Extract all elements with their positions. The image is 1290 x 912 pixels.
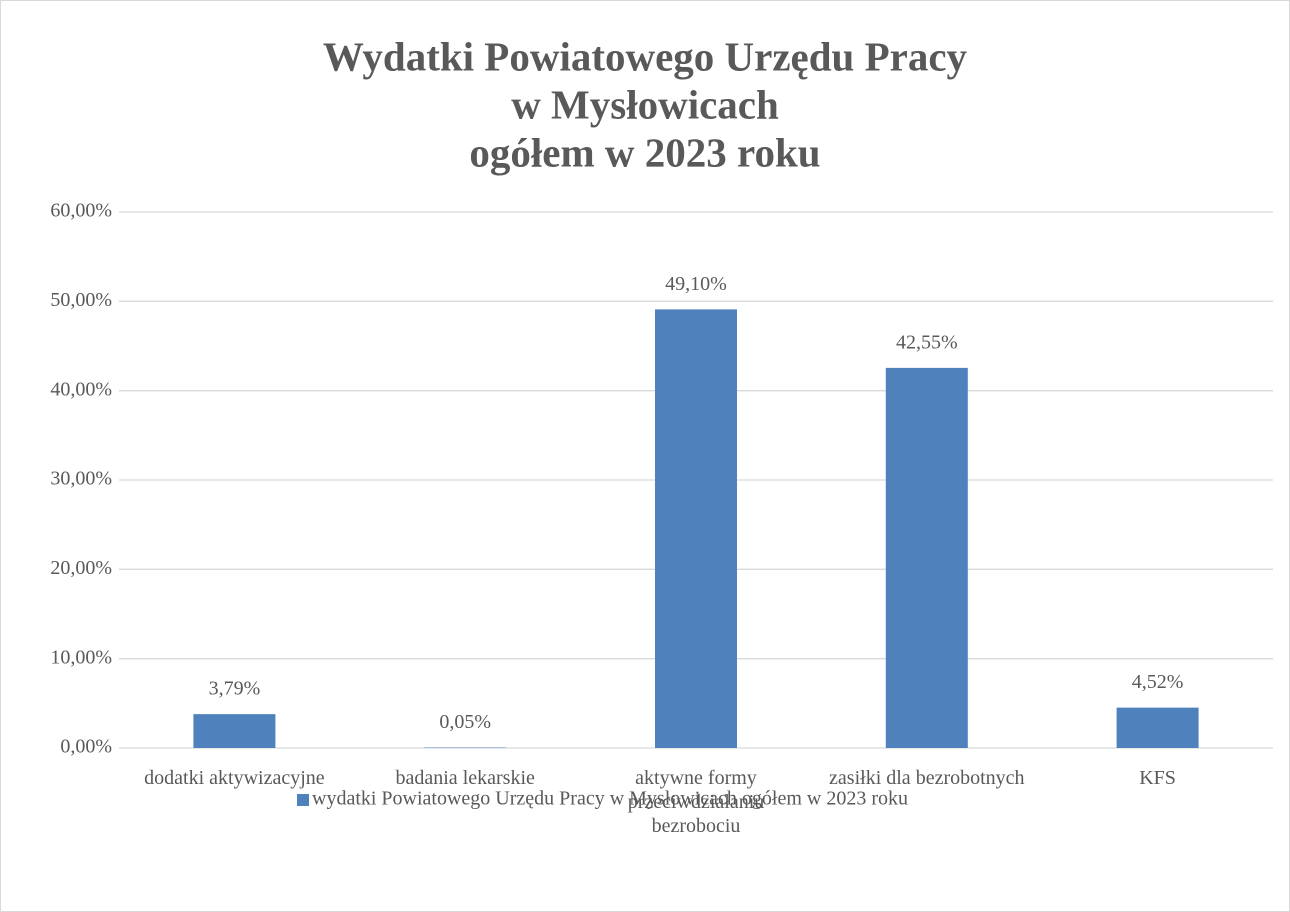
x-tick-label: KFS (1139, 767, 1176, 789)
data-label: 0,05% (439, 711, 491, 733)
y-tick-label: 40,00% (50, 378, 112, 400)
bar (1116, 707, 1199, 748)
data-label: 49,10% (665, 273, 727, 295)
x-tick-label: zasiłki dla bezrobotnych (829, 767, 1025, 789)
y-tick-label: 50,00% (50, 289, 112, 311)
bar (885, 367, 968, 748)
bar (655, 309, 737, 748)
y-tick-label: 0,00% (60, 736, 112, 758)
data-label: 3,79% (209, 678, 261, 700)
data-label: 42,55% (896, 331, 958, 353)
x-tick-label: dodatki aktywizacyjne (144, 767, 325, 789)
chart-title: w Mysłowicach (511, 81, 779, 127)
data-label: 4,52% (1132, 671, 1184, 693)
y-tick-label: 30,00% (50, 468, 112, 490)
legend-swatch (297, 794, 309, 806)
legend-label: wydatki Powiatowego Urzędu Pracy w Mysło… (312, 788, 908, 810)
y-tick-label: 60,00% (50, 200, 112, 222)
chart-title: Wydatki Powiatowego Urzędu Pracy (323, 33, 968, 79)
y-tick-label: 10,00% (50, 646, 112, 668)
chart-title: ogółem w 2023 roku (469, 129, 820, 175)
x-tick-label: aktywne formy przeciwdziałaniu bezroboci… (627, 767, 765, 837)
x-tick-label: badania lekarskie (395, 767, 535, 789)
bar (193, 714, 276, 748)
y-tick-label: 20,00% (50, 557, 112, 579)
